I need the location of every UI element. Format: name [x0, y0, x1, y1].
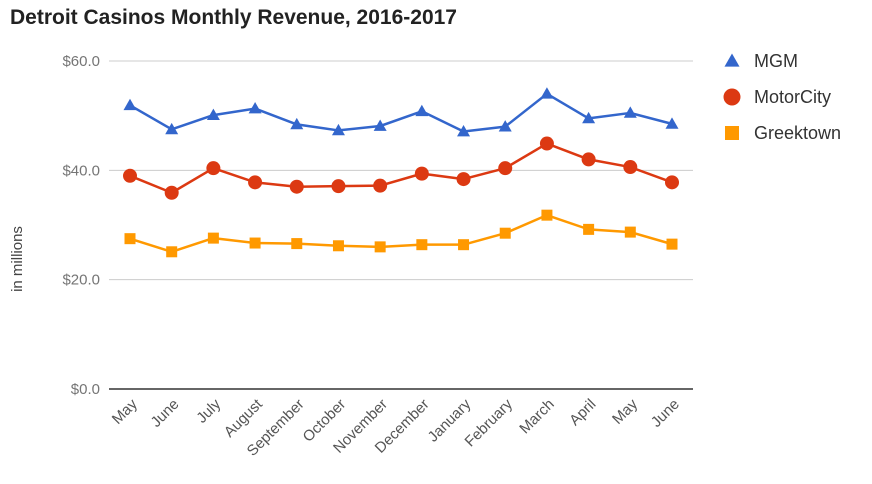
- data-point-motorcity: [164, 185, 179, 200]
- data-point-mgm: [457, 125, 471, 137]
- legend-label: MotorCity: [754, 87, 831, 107]
- data-point-motorcity: [414, 166, 429, 181]
- data-point-mgm: [540, 87, 554, 99]
- y-tick-label: $20.0: [62, 272, 100, 289]
- chart-title: Detroit Casinos Monthly Revenue, 2016-20…: [10, 6, 457, 29]
- y-axis-ticks: $0.0 $20.0 $40.0 $60.0: [62, 53, 100, 398]
- data-point-mgm: [498, 120, 512, 132]
- series-line-motorcity: [129, 142, 673, 194]
- data-point-motorcity: [373, 178, 388, 193]
- data-point-motorcity: [289, 179, 304, 194]
- data-point-greektown: [374, 241, 386, 253]
- data-point-mgm: [206, 108, 220, 120]
- x-tick-label: May: [609, 395, 641, 427]
- y-tick-label: $60.0: [62, 53, 100, 70]
- data-point-greektown: [458, 239, 470, 251]
- series-line-greektown: [129, 213, 673, 254]
- legend-marker-motorcity: [723, 88, 741, 106]
- legend-label: Greektown: [754, 123, 841, 143]
- series-mgm: [123, 87, 679, 137]
- data-point-mgm: [582, 111, 596, 124]
- y-tick-label: $0.0: [71, 381, 100, 398]
- y-axis-label: in millions: [9, 226, 26, 292]
- data-point-mgm: [623, 106, 637, 118]
- series-motorcity: [123, 136, 679, 200]
- legend-item-mgm: MGM: [724, 51, 798, 71]
- series-line-mgm: [129, 92, 673, 133]
- data-point-motorcity: [206, 161, 221, 176]
- data-point-greektown: [249, 237, 261, 249]
- x-tick-label: May: [109, 395, 141, 427]
- data-point-motorcity: [248, 175, 263, 190]
- x-tick-label: April: [566, 396, 599, 429]
- data-point-motorcity: [623, 160, 638, 175]
- data-point-greektown: [332, 240, 344, 252]
- data-point-greektown: [666, 238, 678, 250]
- x-axis-ticks: May June JulyAugustSeptemberOctoberNovembe…: [109, 395, 683, 459]
- series-greektown: [124, 209, 678, 258]
- data-point-mgm: [415, 104, 429, 117]
- series-layer: [123, 87, 679, 258]
- x-tick-label: March: [516, 396, 557, 437]
- data-point-mgm: [290, 117, 304, 130]
- data-point-mgm: [331, 123, 345, 136]
- data-point-mgm: [165, 122, 179, 135]
- data-point-greektown: [624, 226, 636, 238]
- data-point-mgm: [665, 117, 679, 129]
- data-point-greektown: [583, 223, 595, 235]
- data-point-greektown: [499, 227, 511, 239]
- gridlines: [109, 60, 693, 281]
- y-tick-label: $40.0: [62, 162, 100, 179]
- data-point-mgm: [248, 102, 262, 114]
- data-point-motorcity: [456, 172, 471, 187]
- x-tick-label: July: [193, 395, 224, 426]
- data-point-mgm: [373, 119, 387, 131]
- data-point-motorcity: [123, 168, 137, 183]
- legend-marker-greektown: [725, 126, 739, 140]
- data-point-greektown: [291, 238, 303, 250]
- data-point-motorcity: [498, 161, 513, 176]
- data-point-greektown: [124, 233, 136, 245]
- x-tick-label: June: [648, 396, 683, 431]
- legend-marker-mgm: [724, 53, 740, 67]
- data-point-greektown: [541, 209, 553, 221]
- data-point-greektown: [207, 232, 219, 244]
- legend-label: MGM: [754, 51, 798, 71]
- legend: MGM MotorCity Greektown: [723, 51, 841, 143]
- data-point-greektown: [166, 246, 178, 258]
- data-point-motorcity: [581, 152, 596, 167]
- data-point-motorcity: [331, 179, 346, 194]
- legend-item-motorcity: MotorCity: [723, 87, 831, 107]
- data-point-motorcity: [539, 136, 554, 151]
- data-point-motorcity: [665, 175, 679, 190]
- data-point-mgm: [123, 98, 137, 111]
- x-tick-label: June: [147, 396, 182, 431]
- legend-item-greektown: Greektown: [725, 123, 841, 143]
- data-point-greektown: [416, 239, 428, 251]
